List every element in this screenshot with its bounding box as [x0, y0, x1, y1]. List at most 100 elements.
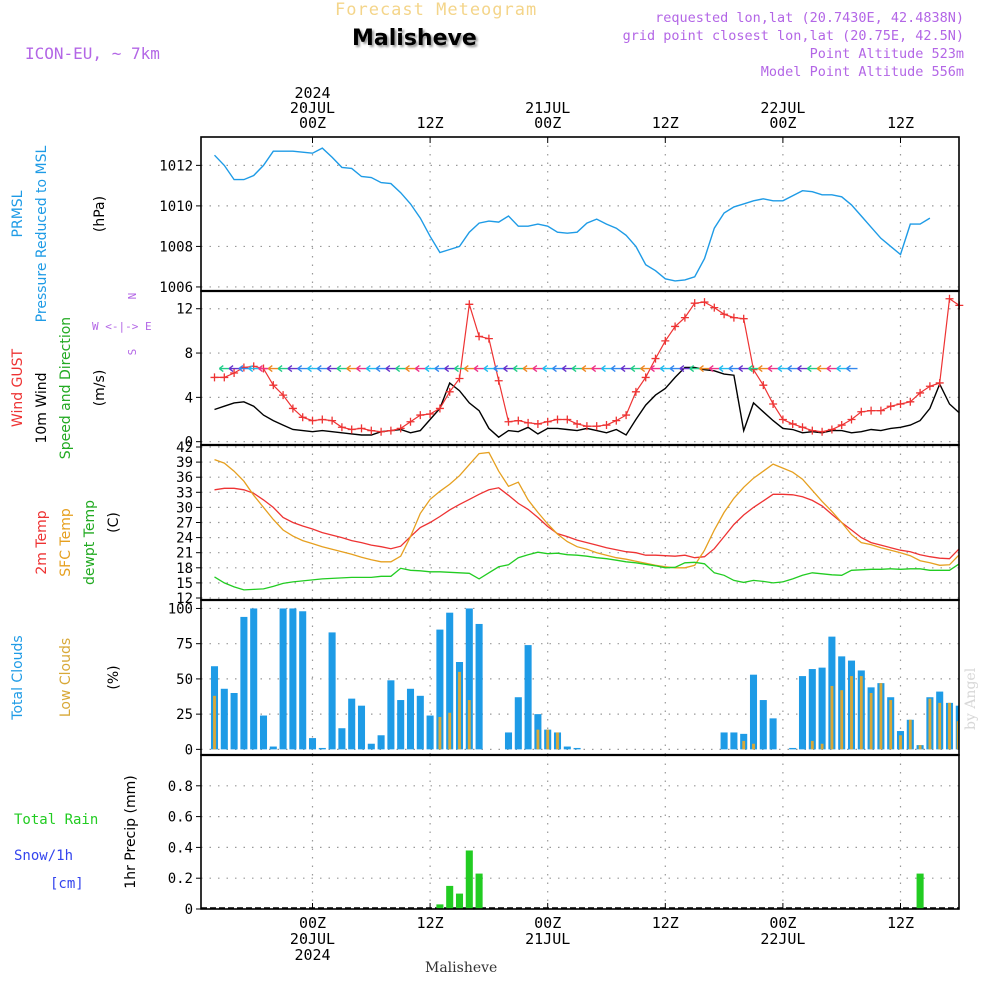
low-cloud-bar	[918, 745, 922, 750]
wind-arrow	[591, 365, 603, 373]
low-cloud-bar	[859, 676, 863, 750]
panel-frame	[200, 444, 960, 601]
total-cloud-bar	[769, 718, 777, 750]
gust-marker	[818, 427, 827, 436]
wind-arrow	[238, 365, 250, 373]
low-cloud-bar	[213, 695, 216, 750]
total-cloud-bar	[436, 629, 444, 750]
low-cloud-bar	[546, 729, 550, 750]
gust-marker	[308, 416, 317, 425]
gust-marker	[837, 421, 846, 430]
gust-marker	[445, 387, 454, 396]
rain-bar	[455, 893, 464, 909]
rain-bar	[465, 850, 473, 909]
gust-marker	[396, 424, 405, 433]
y-tick-label: 36	[176, 470, 193, 486]
gust-marker	[563, 415, 572, 424]
wind-unit: (m/s)	[92, 370, 108, 407]
wind-arrow	[561, 365, 574, 373]
pressure-unit: (hPa)	[92, 196, 108, 232]
gust-marker	[788, 419, 797, 428]
total-cloud-bar	[348, 698, 356, 750]
gust-marker	[386, 426, 395, 435]
y-tick-label: 1010	[159, 199, 193, 215]
wind-arrow	[424, 365, 437, 373]
wind-arrow	[640, 365, 652, 373]
y-tick-label: 27	[176, 516, 193, 532]
gust-marker	[710, 303, 719, 312]
total-cloud-bar	[279, 608, 287, 750]
low-cloud-bar	[752, 743, 755, 750]
gust-marker	[484, 334, 493, 343]
bottom-time-label: 00Z	[769, 914, 796, 932]
y-tick-label: 75	[176, 637, 193, 653]
gust-marker	[494, 376, 503, 385]
wind-arrow	[797, 365, 809, 373]
total-cloud-bar	[720, 732, 728, 750]
gust-marker	[729, 313, 738, 322]
wind-arrow	[375, 365, 388, 373]
bottom-time-label: 12Z	[652, 914, 679, 932]
gust-marker	[573, 419, 582, 428]
total-cloud-bar	[220, 688, 228, 750]
wind-arrow	[826, 365, 838, 373]
temp2m-label: 2m Temp	[34, 510, 50, 574]
wind-arrow	[601, 365, 613, 373]
bottom-time-label: 21JUL	[525, 930, 570, 948]
wind-arrow	[326, 365, 339, 373]
gust-marker	[377, 427, 386, 436]
wind-arrow	[542, 365, 554, 373]
gust-marker	[514, 416, 523, 425]
bottom-time-label: 00Z	[299, 914, 326, 932]
gust-marker	[347, 425, 356, 434]
total-cloud-bar	[338, 728, 346, 750]
rain-bar	[916, 873, 924, 909]
gust-marker	[269, 381, 278, 390]
gust-marker	[945, 294, 954, 303]
sfc-temp-label: SFC Temp	[58, 508, 74, 577]
low-cloud-bar	[869, 693, 873, 750]
wind-arrow	[493, 365, 505, 373]
y-tick-label: 30	[176, 500, 193, 516]
gust-marker	[631, 387, 640, 396]
total-cloud-bar	[387, 680, 395, 750]
gust-marker	[641, 373, 650, 382]
gust-marker	[769, 400, 778, 409]
y-tick-label: 21	[176, 546, 193, 562]
bottom-time-label: 12Z	[887, 914, 914, 932]
low-cloud-bar	[536, 729, 540, 750]
panel-frame	[200, 599, 960, 756]
total-cloud-bar	[416, 695, 424, 750]
y-tick-label: 1008	[159, 239, 193, 255]
wind-arrow	[669, 365, 682, 373]
gust-marker	[680, 313, 689, 322]
wind-arrow	[630, 365, 642, 373]
total-cloud-bar	[759, 700, 767, 750]
gust-marker	[435, 404, 444, 413]
gust-marker	[553, 415, 562, 424]
total-cloud-bar	[357, 705, 366, 750]
wind-arrow	[287, 365, 299, 373]
footer-station: Malisheve	[425, 960, 498, 976]
wind-arrow	[218, 365, 231, 373]
gust-marker	[416, 411, 425, 420]
wind-arrow	[336, 365, 348, 373]
wind-arrow	[757, 365, 770, 373]
top-time-label: 12Z	[652, 114, 679, 132]
top-time-label: 00Z	[534, 114, 561, 132]
wind-arrow	[316, 365, 329, 373]
wind-arrow	[454, 365, 466, 373]
gust-marker	[622, 411, 631, 420]
precip-label: 1hr Precip (mm)	[123, 775, 139, 888]
gust-marker	[906, 397, 915, 406]
wind-arrow	[718, 365, 731, 373]
y-tick-label: 1006	[159, 280, 193, 296]
y-tick-label: 4	[185, 390, 193, 406]
gust-marker	[867, 406, 876, 415]
top-time-label: 2024	[294, 84, 330, 102]
wind-dir-label: Speed and Direction	[58, 317, 74, 459]
gust-marker	[690, 299, 699, 308]
product-title: Forecast Meteogram	[335, 0, 538, 20]
total-cloud-bar	[230, 693, 238, 750]
wind-arrow	[277, 365, 290, 373]
